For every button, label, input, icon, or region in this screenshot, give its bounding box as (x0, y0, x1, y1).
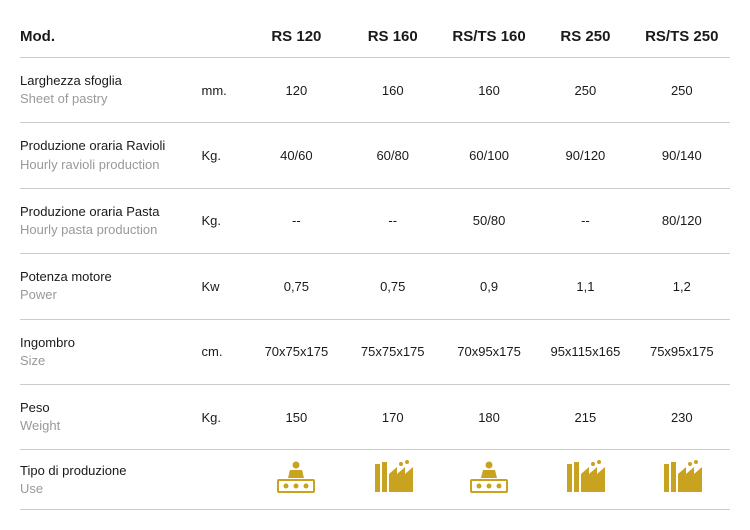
cell: 80/120 (634, 188, 730, 253)
cell: 60/80 (345, 123, 441, 188)
row-unit: mm. (198, 58, 249, 123)
cell: 215 (537, 384, 633, 449)
industrial-icon (563, 460, 607, 496)
row-label: Produzione oraria Pasta Hourly pasta pro… (20, 188, 198, 253)
cell: 230 (634, 384, 730, 449)
label-en: Power (20, 286, 194, 304)
cell: 160 (441, 58, 537, 123)
cell: 250 (634, 58, 730, 123)
cell: 150 (248, 384, 344, 449)
artisan-icon (467, 460, 511, 496)
label-en: Size (20, 352, 194, 370)
label-it: Peso (20, 399, 194, 417)
label-en: Sheet of pastry (20, 90, 194, 108)
table-row: Potenza motore Power Kw 0,75 0,75 0,9 1,… (20, 254, 730, 319)
use-row: Tipo di produzione Use (20, 450, 730, 510)
label-it: Ingombro (20, 334, 194, 352)
table-row: Peso Weight Kg. 150 170 180 215 230 (20, 384, 730, 449)
use-icon-cell-2 (441, 450, 537, 510)
row-label: Produzione oraria Ravioli Hourly ravioli… (20, 123, 198, 188)
cell: -- (345, 188, 441, 253)
cell: 90/140 (634, 123, 730, 188)
artisan-icon (274, 460, 318, 496)
row-label: Potenza motore Power (20, 254, 198, 319)
cell: 40/60 (248, 123, 344, 188)
cell: -- (537, 188, 633, 253)
cell: 0,9 (441, 254, 537, 319)
cell: 75x95x175 (634, 319, 730, 384)
table-row: Larghezza sfoglia Sheet of pastry mm. 12… (20, 58, 730, 123)
cell: 1,2 (634, 254, 730, 319)
row-unit: Kg. (198, 188, 249, 253)
cell: -- (248, 188, 344, 253)
cell: 50/80 (441, 188, 537, 253)
cell: 0,75 (248, 254, 344, 319)
table-row: Produzione oraria Pasta Hourly pasta pro… (20, 188, 730, 253)
header-model-0: RS 120 (248, 20, 344, 58)
label-en: Hourly ravioli production (20, 156, 194, 174)
cell: 250 (537, 58, 633, 123)
cell: 1,1 (537, 254, 633, 319)
header-mod: Mod. (20, 20, 248, 58)
header-model-4: RS/TS 250 (634, 20, 730, 58)
header-model-1: RS 160 (345, 20, 441, 58)
use-icon-cell-4 (634, 450, 730, 510)
header-model-2: RS/TS 160 (441, 20, 537, 58)
cell: 70x95x175 (441, 319, 537, 384)
label-it: Produzione oraria Ravioli (20, 137, 194, 155)
row-unit: cm. (198, 319, 249, 384)
label-it: Larghezza sfoglia (20, 72, 194, 90)
header-model-3: RS 250 (537, 20, 633, 58)
label-en: Weight (20, 417, 194, 435)
table-row: Ingombro Size cm. 70x75x175 75x75x175 70… (20, 319, 730, 384)
cell: 0,75 (345, 254, 441, 319)
cell: 170 (345, 384, 441, 449)
row-unit: Kg. (198, 123, 249, 188)
use-icon-cell-1 (345, 450, 441, 510)
cell: 90/120 (537, 123, 633, 188)
row-unit: Kw (198, 254, 249, 319)
header-row: Mod. RS 120 RS 160 RS/TS 160 RS 250 RS/T… (20, 20, 730, 58)
cell: 120 (248, 58, 344, 123)
label-it: Produzione oraria Pasta (20, 203, 194, 221)
spec-table: Mod. RS 120 RS 160 RS/TS 160 RS 250 RS/T… (20, 20, 730, 510)
cell: 180 (441, 384, 537, 449)
label-en: Use (20, 480, 194, 498)
table-row: Produzione oraria Ravioli Hourly ravioli… (20, 123, 730, 188)
cell: 95x115x165 (537, 319, 633, 384)
row-unit (198, 450, 249, 510)
use-icon-cell-0 (248, 450, 344, 510)
cell: 75x75x175 (345, 319, 441, 384)
row-label: Tipo di produzione Use (20, 450, 198, 510)
industrial-icon (371, 460, 415, 496)
cell: 60/100 (441, 123, 537, 188)
cell: 70x75x175 (248, 319, 344, 384)
row-label: Ingombro Size (20, 319, 198, 384)
label-en: Hourly pasta production (20, 221, 194, 239)
label-it: Potenza motore (20, 268, 194, 286)
use-icon-cell-3 (537, 450, 633, 510)
row-label: Peso Weight (20, 384, 198, 449)
cell: 160 (345, 58, 441, 123)
industrial-icon (660, 460, 704, 496)
label-it: Tipo di produzione (20, 462, 194, 480)
row-unit: Kg. (198, 384, 249, 449)
row-label: Larghezza sfoglia Sheet of pastry (20, 58, 198, 123)
